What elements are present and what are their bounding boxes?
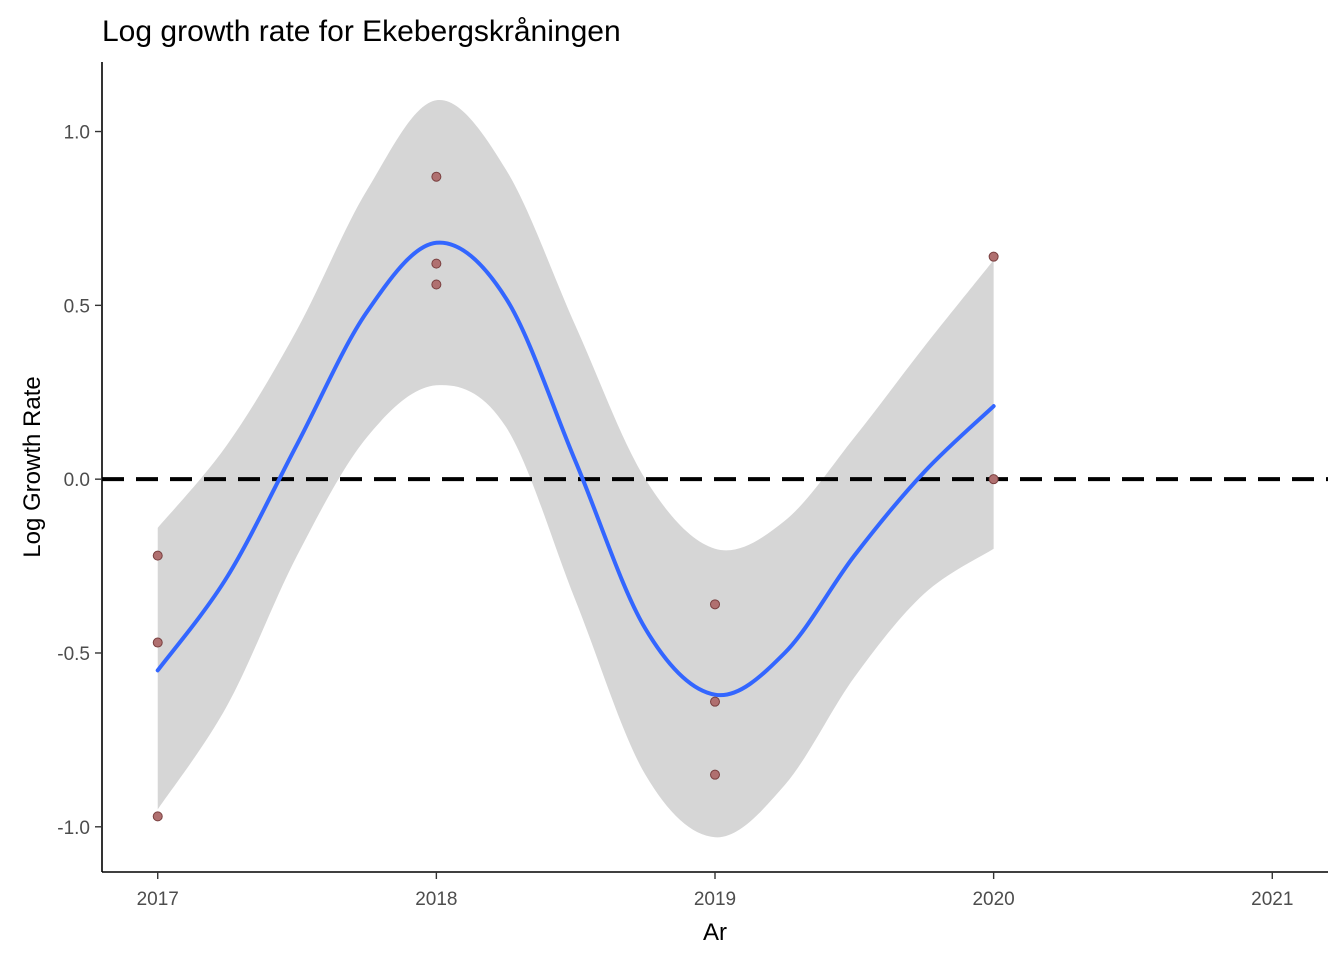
plot-area — [102, 100, 1328, 838]
y-tick-label: 0.5 — [64, 296, 90, 317]
x-axis-title: Ar — [703, 919, 727, 946]
x-tick-label: 2021 — [1251, 889, 1293, 910]
x-tick-label: 2019 — [694, 889, 736, 910]
data-point — [152, 811, 163, 822]
data-point — [988, 251, 999, 262]
x-axis-ticks: 2017 2018 2019 2020 2021 — [137, 872, 1293, 910]
x-tick-label: 2018 — [415, 889, 457, 910]
x-tick-label: 2020 — [972, 889, 1014, 910]
y-tick-label: -1.0 — [57, 818, 90, 839]
data-point — [710, 599, 720, 610]
data-point — [988, 474, 999, 485]
y-tick-label: 1.0 — [64, 123, 90, 144]
y-axis-title: Log Growth Rate — [19, 376, 46, 557]
data-point — [152, 550, 163, 561]
data-point — [431, 171, 442, 182]
data-point — [710, 696, 720, 707]
y-axis-ticks: -1.0 -0.5 0.0 0.5 1.0 — [57, 123, 102, 839]
data-point — [152, 637, 163, 648]
data-point — [431, 279, 442, 290]
data-point — [710, 769, 720, 780]
chart-title: Log growth rate for Ekebergskråningen — [102, 15, 621, 48]
smooth-fit-line — [155, 240, 996, 698]
x-tick-label: 2017 — [137, 889, 179, 910]
y-tick-label: -0.5 — [57, 644, 90, 665]
y-tick-label: 0.0 — [64, 470, 90, 491]
data-point — [431, 258, 442, 269]
